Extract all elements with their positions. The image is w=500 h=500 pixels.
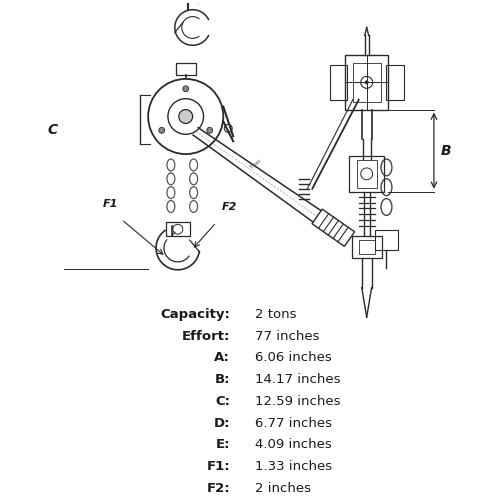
Circle shape	[159, 128, 164, 134]
Bar	[349, 156, 384, 192]
Bar	[357, 160, 376, 188]
Bar	[353, 63, 380, 102]
Bar	[359, 240, 374, 254]
Text: 2 inches: 2 inches	[255, 482, 311, 495]
Text: D:: D:	[214, 416, 230, 430]
Text: Effort:: Effort:	[182, 330, 230, 342]
Text: C:: C:	[215, 395, 230, 408]
Bar	[345, 55, 389, 110]
Bar	[386, 65, 404, 100]
Bar	[374, 230, 398, 250]
Text: B: B	[440, 144, 451, 158]
Text: A:: A:	[214, 352, 230, 364]
Text: F1:: F1:	[206, 460, 230, 473]
Circle shape	[206, 128, 212, 134]
Text: F2: F2	[222, 202, 236, 212]
Text: C: C	[47, 124, 58, 138]
Circle shape	[183, 86, 188, 92]
Text: F1: F1	[103, 200, 118, 209]
Text: 2 tons: 2 tons	[255, 308, 296, 321]
Bar	[166, 222, 190, 236]
Text: B:: B:	[214, 373, 230, 386]
Bar	[330, 65, 347, 100]
Text: Tiger: Tiger	[249, 158, 264, 170]
Text: 6.77 inches: 6.77 inches	[255, 416, 332, 430]
Text: 14.17 inches: 14.17 inches	[255, 373, 340, 386]
Text: 77 inches: 77 inches	[255, 330, 320, 342]
Text: 4.09 inches: 4.09 inches	[255, 438, 332, 452]
Text: F2:: F2:	[206, 482, 230, 495]
Bar	[352, 236, 382, 258]
Circle shape	[179, 110, 192, 124]
Bar	[176, 63, 196, 75]
Text: 12.59 inches: 12.59 inches	[255, 395, 340, 408]
Text: 6.06 inches: 6.06 inches	[255, 352, 332, 364]
Text: 1.33 inches: 1.33 inches	[255, 460, 332, 473]
Circle shape	[364, 80, 368, 84]
Text: E:: E:	[216, 438, 230, 452]
Text: Capacity:: Capacity:	[160, 308, 230, 321]
